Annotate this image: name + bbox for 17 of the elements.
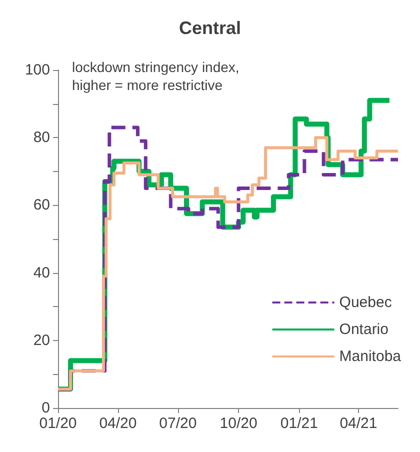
legend-label: Quebec xyxy=(339,294,392,311)
x-tick-label: 04/21 xyxy=(340,415,378,432)
y-tick-label: 40 xyxy=(33,264,50,282)
legend-label: Manitoba xyxy=(339,348,402,365)
y-tick-label: 0 xyxy=(42,400,50,416)
y-tick-label: 100 xyxy=(24,62,50,78)
x-tick-label: 04/20 xyxy=(99,415,137,432)
legend-label: Ontario xyxy=(339,321,388,338)
x-tick-label: 07/20 xyxy=(159,415,197,432)
chart-title: Central xyxy=(178,18,242,38)
annotation: lockdown stringency index, higher = more restrictive xyxy=(72,59,240,93)
x-tick-label: 10/20 xyxy=(220,415,258,432)
y-tick-label: 60 xyxy=(33,196,50,214)
x-tick-label: 01/21 xyxy=(280,415,318,432)
y-tick-label: 20 xyxy=(33,332,50,349)
y-tick-label: 80 xyxy=(33,129,50,146)
x-tick-label: 01/20 xyxy=(39,415,77,432)
